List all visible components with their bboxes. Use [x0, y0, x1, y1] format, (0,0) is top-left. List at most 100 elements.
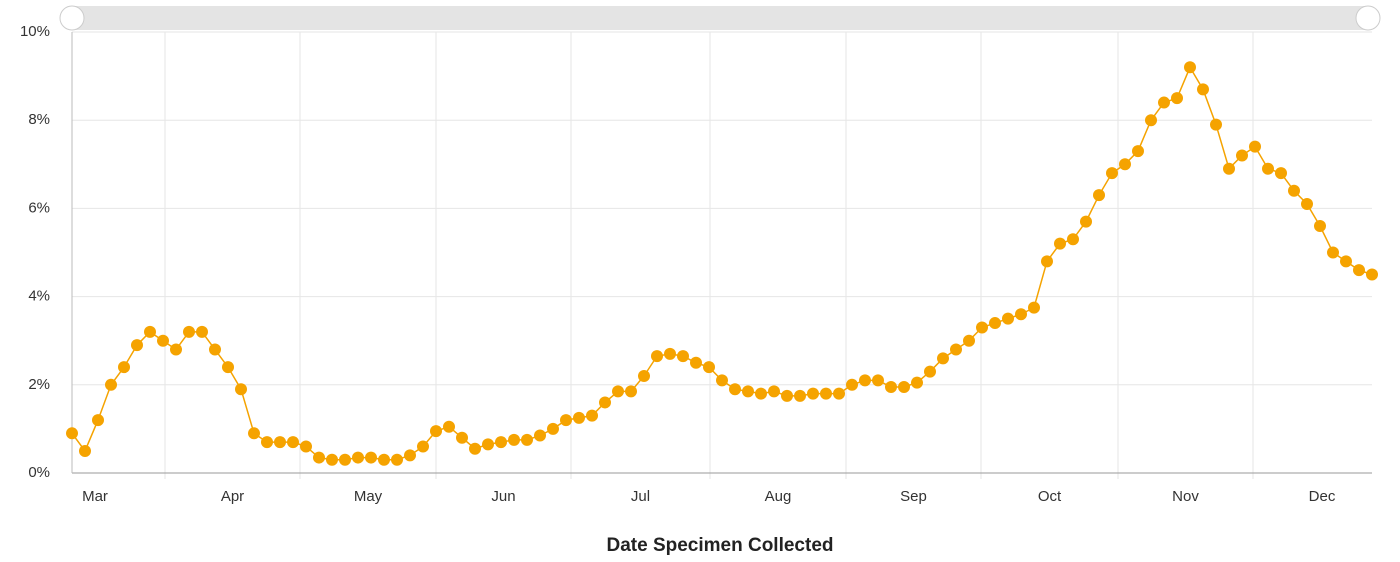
data-point	[989, 317, 1001, 330]
data-point	[1249, 140, 1261, 153]
data-point	[898, 381, 910, 394]
data-point	[300, 440, 312, 453]
data-point	[1197, 83, 1209, 96]
data-point	[1132, 145, 1144, 158]
data-point	[196, 325, 208, 338]
data-point	[430, 425, 442, 438]
data-point	[924, 365, 936, 378]
data-point	[1314, 220, 1326, 233]
data-point	[92, 414, 104, 427]
data-point	[261, 436, 273, 449]
data-point	[404, 449, 416, 462]
data-point	[690, 356, 702, 369]
data-point	[508, 433, 520, 446]
data-point	[313, 451, 325, 464]
data-point	[222, 361, 234, 374]
data-point	[1093, 189, 1105, 202]
data-point	[365, 451, 377, 464]
data-point	[846, 378, 858, 391]
data-point	[1236, 149, 1248, 162]
data-point	[170, 343, 182, 356]
data-point	[794, 389, 806, 402]
data-point	[1301, 197, 1313, 210]
data-point	[1106, 167, 1118, 180]
data-point	[131, 339, 143, 352]
x-tick-label: May	[354, 488, 383, 505]
data-point	[391, 453, 403, 466]
y-tick-label: 8%	[28, 111, 50, 128]
data-point	[378, 453, 390, 466]
data-point	[1275, 167, 1287, 180]
x-tick-label: Apr	[221, 488, 244, 505]
data-point	[651, 350, 663, 363]
x-tick-label: Nov	[1172, 488, 1199, 505]
data-point	[1340, 255, 1352, 268]
x-tick-label: Jul	[631, 488, 650, 505]
scroll-handle-left[interactable]	[59, 5, 85, 31]
data-point	[599, 396, 611, 409]
x-tick-label: Aug	[765, 488, 792, 505]
data-point	[1119, 158, 1131, 171]
data-point	[287, 436, 299, 449]
data-point	[1327, 246, 1339, 259]
data-point	[534, 429, 546, 442]
data-point	[729, 383, 741, 396]
data-point	[157, 334, 169, 347]
y-tick-label: 6%	[28, 199, 50, 216]
y-tick-label: 2%	[28, 376, 50, 393]
data-point	[1366, 268, 1378, 281]
data-point	[1353, 264, 1365, 277]
data-point	[1041, 255, 1053, 268]
data-point	[820, 387, 832, 400]
data-point	[144, 325, 156, 338]
data-point	[105, 378, 117, 391]
data-point	[183, 325, 195, 338]
data-point	[1288, 184, 1300, 197]
data-point	[1158, 96, 1170, 109]
data-point	[495, 436, 507, 449]
x-tick-label: Jun	[491, 488, 515, 505]
data-point	[677, 350, 689, 363]
data-point	[612, 385, 624, 398]
data-point	[911, 376, 923, 389]
x-tick-label: Oct	[1038, 488, 1062, 505]
data-point	[664, 347, 676, 360]
data-point	[66, 427, 78, 440]
data-point	[79, 444, 91, 457]
data-point	[248, 427, 260, 440]
data-point	[716, 374, 728, 387]
data-point	[768, 385, 780, 398]
data-point	[1054, 237, 1066, 250]
scrollbar[interactable]	[72, 6, 1368, 30]
data-point	[937, 352, 949, 365]
data-point	[1223, 162, 1235, 175]
data-point	[976, 321, 988, 334]
data-point	[209, 343, 221, 356]
data-point	[469, 442, 481, 455]
data-point	[443, 420, 455, 433]
data-point	[742, 385, 754, 398]
data-point	[573, 411, 585, 424]
data-point	[1080, 215, 1092, 228]
data-point	[807, 387, 819, 400]
data-point	[1171, 92, 1183, 105]
data-point	[781, 389, 793, 402]
data-point	[950, 343, 962, 356]
data-point	[638, 369, 650, 382]
data-point	[521, 433, 533, 446]
data-point	[755, 387, 767, 400]
data-point	[482, 438, 494, 451]
data-point	[833, 387, 845, 400]
data-point	[417, 440, 429, 453]
data-point	[872, 374, 884, 387]
data-point	[1145, 114, 1157, 127]
y-tick-label: 0%	[28, 464, 50, 481]
data-point	[586, 409, 598, 422]
scroll-handle-right[interactable]	[1355, 5, 1381, 31]
data-point	[1067, 233, 1079, 246]
data-point	[703, 361, 715, 374]
data-point	[456, 431, 468, 444]
data-point	[547, 422, 559, 435]
x-tick-label: Mar	[82, 488, 108, 505]
